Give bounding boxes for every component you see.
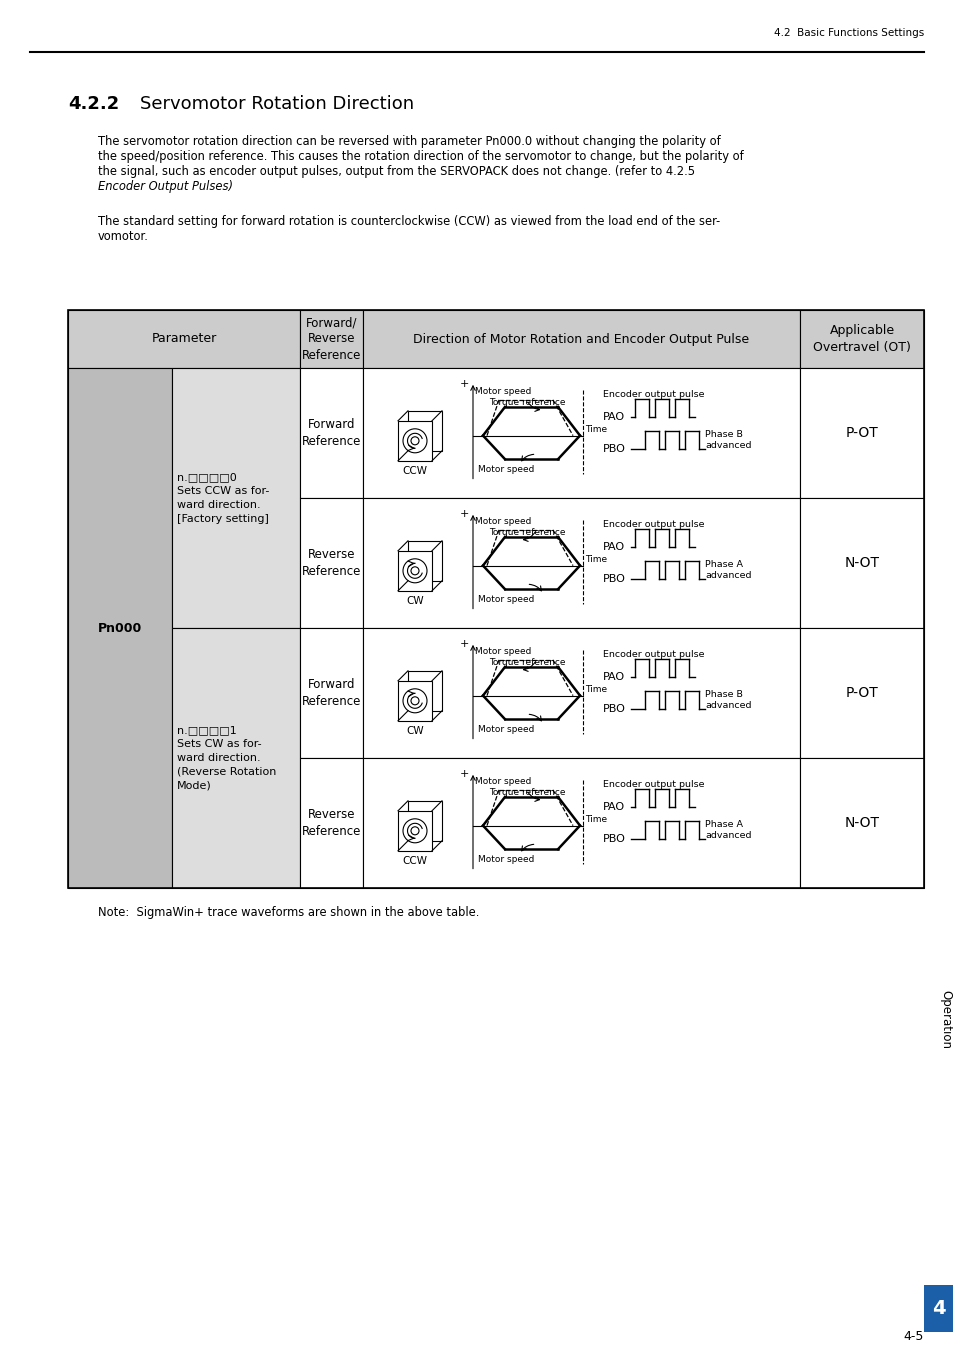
Text: The servomotor rotation direction can be reversed with parameter Pn000.0 without: The servomotor rotation direction can be… xyxy=(98,135,720,148)
Text: Time: Time xyxy=(584,814,606,824)
Text: 4: 4 xyxy=(931,1299,944,1318)
Text: PBO: PBO xyxy=(602,703,625,714)
Bar xyxy=(363,369,800,498)
Bar xyxy=(299,757,363,888)
Text: Encoder output pulse: Encoder output pulse xyxy=(602,651,703,659)
Text: Operation: Operation xyxy=(939,991,951,1049)
Bar xyxy=(172,369,299,628)
Bar xyxy=(800,628,923,757)
Text: CW: CW xyxy=(406,595,423,606)
Text: Phase A
advanced: Phase A advanced xyxy=(704,819,751,840)
Bar xyxy=(299,498,363,628)
Text: PAO: PAO xyxy=(602,802,624,813)
Text: 4.2  Basic Functions Settings: 4.2 Basic Functions Settings xyxy=(773,28,923,38)
Text: Motor speed: Motor speed xyxy=(477,725,534,733)
Text: 4.2.2: 4.2.2 xyxy=(68,95,119,113)
Bar xyxy=(363,757,800,888)
Text: Torque reference: Torque reference xyxy=(489,657,565,667)
Text: n.□□□□1
Sets CW as for-
ward direction.
(Reverse Rotation
Mode): n.□□□□1 Sets CW as for- ward direction. … xyxy=(177,725,276,791)
Bar xyxy=(408,671,441,711)
Bar xyxy=(800,757,923,888)
Text: Applicable
Overtravel (OT): Applicable Overtravel (OT) xyxy=(812,324,910,354)
Text: Time: Time xyxy=(584,425,606,433)
Bar xyxy=(408,410,441,451)
Bar xyxy=(68,369,172,888)
Text: Reverse
Reference: Reverse Reference xyxy=(301,809,361,838)
Text: Phase A
advanced: Phase A advanced xyxy=(704,559,751,579)
Bar xyxy=(397,551,432,591)
Text: Encoder output pulse: Encoder output pulse xyxy=(602,520,703,529)
Text: Forward
Reference: Forward Reference xyxy=(301,418,361,448)
Text: Phase B
advanced: Phase B advanced xyxy=(704,690,751,710)
Bar xyxy=(363,310,800,369)
Text: Encoder output pulse: Encoder output pulse xyxy=(602,390,703,400)
Text: Motor speed: Motor speed xyxy=(477,594,534,603)
Text: PAO: PAO xyxy=(602,412,624,423)
Text: PBO: PBO xyxy=(602,833,625,844)
Text: Pn000: Pn000 xyxy=(98,621,142,634)
Bar xyxy=(408,801,441,841)
Text: CCW: CCW xyxy=(402,466,427,475)
Bar xyxy=(397,811,432,850)
Text: Motor speed: Motor speed xyxy=(475,517,531,526)
Bar xyxy=(923,1285,953,1332)
Text: the signal, such as encoder output pulses, output from the SERVOPACK does not ch: the signal, such as encoder output pulse… xyxy=(98,165,695,178)
Text: CCW: CCW xyxy=(402,856,427,865)
Text: n.□□□□0
Sets CCW as for-
ward direction.
[Factory setting]: n.□□□□0 Sets CCW as for- ward direction.… xyxy=(177,472,269,524)
Bar xyxy=(172,628,299,888)
Text: Note:  SigmaWin+ trace waveforms are shown in the above table.: Note: SigmaWin+ trace waveforms are show… xyxy=(98,906,478,919)
Text: P-OT: P-OT xyxy=(844,686,878,701)
Text: Encoder output pulse: Encoder output pulse xyxy=(602,780,703,790)
Text: Torque reference: Torque reference xyxy=(489,528,565,537)
Text: N-OT: N-OT xyxy=(843,815,879,830)
Text: Time: Time xyxy=(584,684,606,694)
Text: Motor speed: Motor speed xyxy=(477,855,534,864)
Text: Direction of Motor Rotation and Encoder Output Pulse: Direction of Motor Rotation and Encoder … xyxy=(413,332,749,346)
Bar xyxy=(68,310,299,369)
Text: +: + xyxy=(459,509,469,518)
Text: Forward/
Reverse
Reference: Forward/ Reverse Reference xyxy=(301,316,361,362)
Text: PAO: PAO xyxy=(602,672,624,682)
Text: vomotor.: vomotor. xyxy=(98,230,149,243)
Bar xyxy=(397,421,432,460)
Bar xyxy=(800,310,923,369)
Text: PBO: PBO xyxy=(602,574,625,583)
Bar xyxy=(800,369,923,498)
Text: Motor speed: Motor speed xyxy=(475,776,531,786)
Text: Encoder Output Pulses): Encoder Output Pulses) xyxy=(98,180,233,193)
Bar xyxy=(363,498,800,628)
Bar xyxy=(408,541,441,580)
Text: Reverse
Reference: Reverse Reference xyxy=(301,548,361,578)
Text: Servomotor Rotation Direction: Servomotor Rotation Direction xyxy=(140,95,414,113)
Bar xyxy=(299,628,363,757)
Text: +: + xyxy=(459,379,469,389)
Text: the speed/position reference. This causes the rotation direction of the servomot: the speed/position reference. This cause… xyxy=(98,150,743,163)
Text: P-OT: P-OT xyxy=(844,427,878,440)
Text: The standard setting for forward rotation is counterclockwise (CCW) as viewed fr: The standard setting for forward rotatio… xyxy=(98,215,720,228)
Text: N-OT: N-OT xyxy=(843,556,879,570)
Bar xyxy=(299,369,363,498)
Bar xyxy=(800,498,923,628)
Text: Parameter: Parameter xyxy=(152,332,216,346)
Text: +: + xyxy=(459,639,469,649)
Text: 4-5: 4-5 xyxy=(902,1331,923,1343)
Text: +: + xyxy=(459,769,469,779)
Bar xyxy=(68,310,923,888)
Text: Forward
Reference: Forward Reference xyxy=(301,678,361,707)
Text: Time: Time xyxy=(584,555,606,563)
Text: CW: CW xyxy=(406,726,423,736)
Text: Motor speed: Motor speed xyxy=(475,647,531,656)
Bar xyxy=(363,628,800,757)
Text: Torque reference: Torque reference xyxy=(489,398,565,406)
Bar xyxy=(397,680,432,721)
Text: PBO: PBO xyxy=(602,444,625,454)
Bar xyxy=(299,310,363,369)
Text: Motor speed: Motor speed xyxy=(477,464,534,474)
Text: Motor speed: Motor speed xyxy=(475,387,531,396)
Text: Torque reference: Torque reference xyxy=(489,788,565,796)
Text: PAO: PAO xyxy=(602,543,624,552)
Text: Phase B
advanced: Phase B advanced xyxy=(704,429,751,450)
